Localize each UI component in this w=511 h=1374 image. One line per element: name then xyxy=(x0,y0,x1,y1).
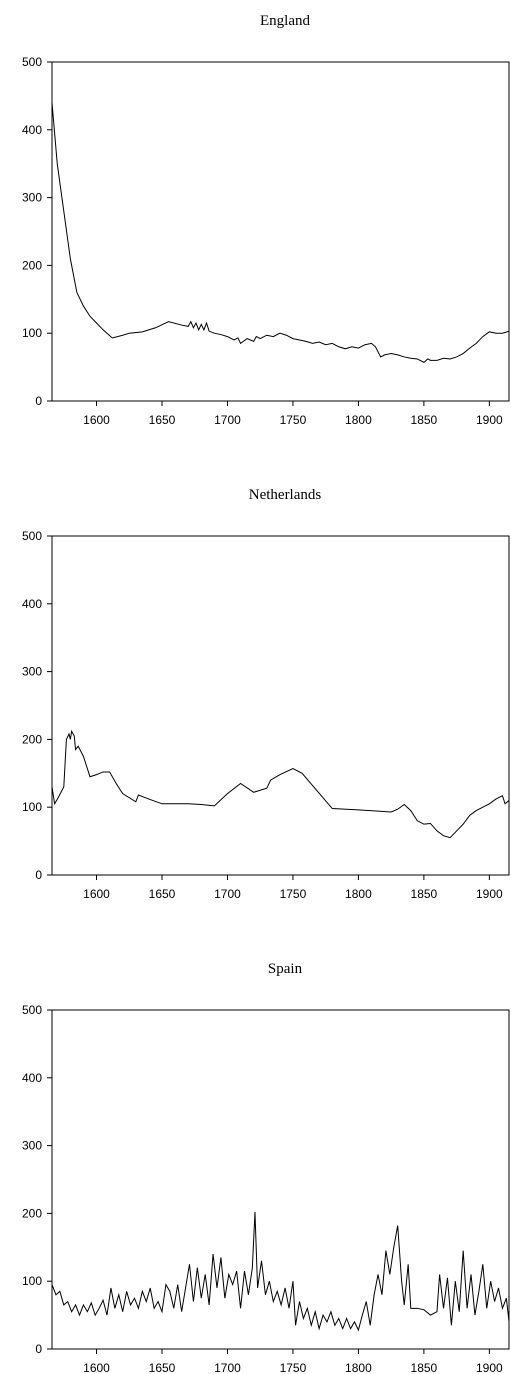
x-tick-label: 1700 xyxy=(214,413,241,427)
data-line xyxy=(51,1212,510,1332)
x-tick-label: 1750 xyxy=(280,887,307,901)
x-tick-label: 1750 xyxy=(280,413,307,427)
x-tick-label: 1900 xyxy=(476,1361,503,1374)
x-tick-label: 1600 xyxy=(83,1361,110,1374)
chart-title: England xyxy=(260,13,310,29)
x-tick-label: 1750 xyxy=(280,1361,307,1374)
x-tick-label: 1800 xyxy=(345,413,372,427)
y-tick-label: 100 xyxy=(22,800,42,814)
y-tick-label: 100 xyxy=(22,326,42,340)
y-tick-label: 0 xyxy=(35,394,42,408)
x-tick-label: 1650 xyxy=(149,1361,176,1374)
x-tick-label: 1850 xyxy=(411,887,438,901)
x-tick-label: 1600 xyxy=(83,413,110,427)
x-tick-label: 1650 xyxy=(149,887,176,901)
chart-title: Netherlands xyxy=(249,487,322,503)
y-tick-label: 200 xyxy=(22,1206,42,1220)
y-tick-label: 400 xyxy=(22,1071,42,1085)
y-tick-label: 300 xyxy=(22,191,42,205)
y-tick-label: 500 xyxy=(22,529,42,543)
y-tick-label: 0 xyxy=(35,868,42,882)
x-tick-label: 1800 xyxy=(345,1361,372,1374)
y-tick-label: 300 xyxy=(22,1139,42,1153)
plot-frame xyxy=(51,535,510,876)
y-tick-label: 200 xyxy=(22,258,42,272)
y-tick-label: 100 xyxy=(22,1274,42,1288)
x-tick-label: 1700 xyxy=(214,887,241,901)
x-tick-label: 1900 xyxy=(476,887,503,901)
data-line xyxy=(51,102,510,363)
x-tick-label: 1850 xyxy=(411,1361,438,1374)
y-tick-label: 400 xyxy=(22,597,42,611)
chart-title: Spain xyxy=(268,961,303,977)
x-tick-label: 1850 xyxy=(411,413,438,427)
x-tick-label: 1900 xyxy=(476,413,503,427)
x-tick-label: 1650 xyxy=(149,413,176,427)
plot-frame xyxy=(51,1009,510,1350)
y-tick-label: 200 xyxy=(22,732,42,746)
x-tick-label: 1600 xyxy=(83,887,110,901)
data-line xyxy=(51,729,510,839)
y-tick-label: 300 xyxy=(22,665,42,679)
y-tick-label: 500 xyxy=(22,1003,42,1017)
x-tick-label: 1700 xyxy=(214,1361,241,1374)
plot-frame xyxy=(51,61,510,402)
y-tick-label: 0 xyxy=(35,1342,42,1356)
y-tick-label: 500 xyxy=(22,55,42,69)
y-tick-label: 400 xyxy=(22,123,42,137)
x-tick-label: 1800 xyxy=(345,887,372,901)
